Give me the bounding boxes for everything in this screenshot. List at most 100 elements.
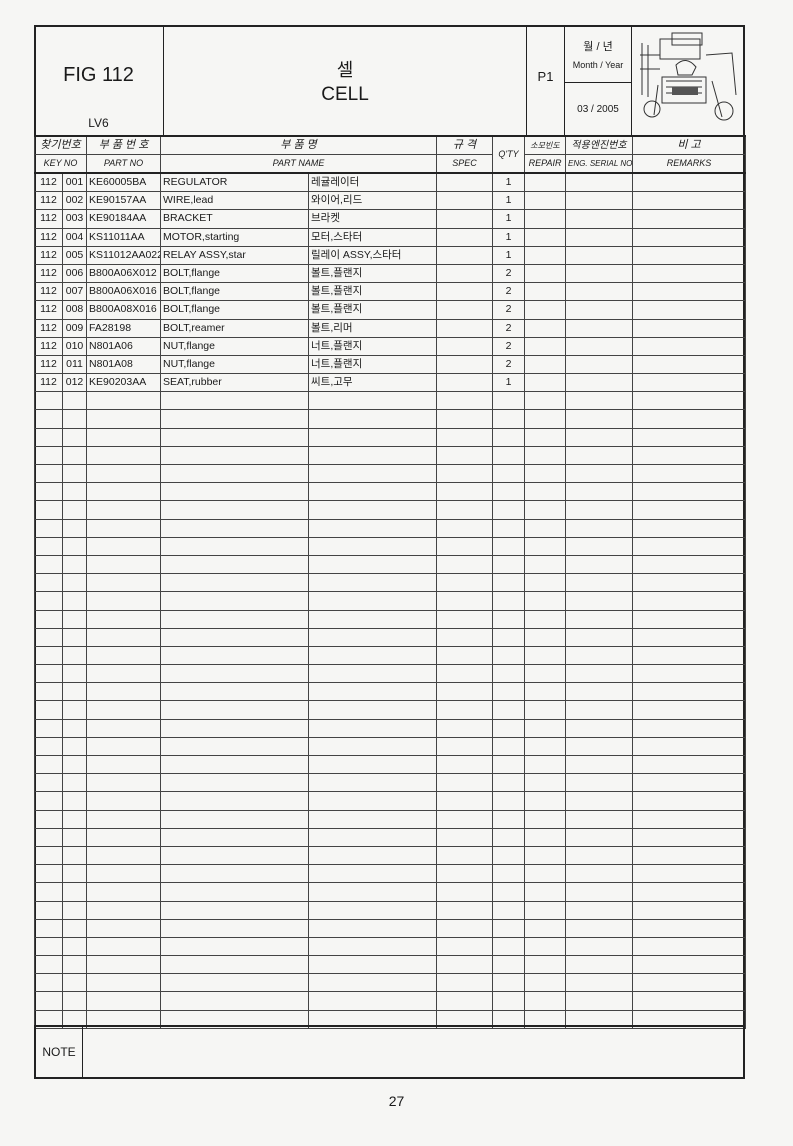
col-part-name-kr: 부 품 명 [160, 135, 438, 155]
cell-fig-no [34, 609, 63, 629]
cell-remarks [632, 427, 747, 447]
table-row: 112 005 KS11012AA022 RELAY ASSY,star 릴레이 ASS… [34, 245, 747, 265]
page-number: 27 [388, 1093, 405, 1109]
cell-key-no [61, 936, 88, 957]
cell-remarks [632, 336, 747, 356]
col-key-no-kr: 찾기번호 [33, 135, 88, 155]
empty-table-row [34, 773, 747, 793]
cell-eng-serial-no [565, 282, 634, 302]
cell-eng-serial-no [565, 864, 634, 884]
cell-remarks [632, 591, 747, 611]
cell-key-no [61, 664, 88, 684]
empty-table-row [34, 736, 747, 757]
cell-repair [524, 773, 567, 793]
cell-spec [436, 991, 494, 1011]
cell-spec [436, 573, 494, 593]
col-serial-kr: 적용엔진번호 [565, 135, 634, 155]
cell-part-name [160, 736, 310, 757]
cell-remarks [632, 172, 747, 193]
cell-spec [436, 864, 494, 884]
cell-part-no [86, 427, 162, 447]
cell-spec [436, 500, 494, 520]
cell-part-name: BRACKET [160, 209, 310, 229]
cell-qty [492, 754, 526, 775]
cell-part-no [86, 609, 162, 629]
cell-key-no [61, 991, 88, 1011]
cell-spec [436, 482, 494, 502]
cell-spec [436, 227, 494, 247]
cell-part-no [86, 682, 162, 702]
cell-remarks [632, 936, 747, 957]
empty-table-row [34, 627, 747, 647]
cell-key-no [61, 809, 88, 829]
empty-table-row [34, 700, 747, 720]
empty-table-row [34, 845, 747, 866]
cell-part-name-korean [308, 936, 438, 957]
cell-fig-no [34, 736, 63, 757]
cell-part-name-korean: 모터,스타터 [308, 227, 438, 247]
cell-part-no [86, 882, 162, 902]
cell-fig-no [34, 973, 63, 993]
cell-qty [492, 718, 526, 738]
cell-remarks [632, 845, 747, 866]
empty-table-row [34, 936, 747, 957]
empty-table-row [34, 391, 747, 411]
cell-part-name-korean [308, 463, 438, 484]
empty-table-row [34, 609, 747, 629]
empty-table-row [34, 518, 747, 538]
cell-spec [436, 336, 494, 356]
cell-eng-serial-no [565, 354, 634, 375]
cell-part-name [160, 973, 310, 993]
cell-part-name-korean [308, 645, 438, 666]
cell-repair [524, 736, 567, 757]
empty-table-row [34, 445, 747, 466]
cell-eng-serial-no [565, 172, 634, 193]
cell-qty: 1 [492, 245, 526, 265]
cell-remarks [632, 191, 747, 211]
cell-part-name [160, 609, 310, 629]
cell-spec [436, 936, 494, 957]
cell-eng-serial-no [565, 809, 634, 829]
cell-part-name-korean: 볼트,플랜지 [308, 300, 438, 320]
cell-part-name [160, 391, 310, 411]
cell-qty [492, 736, 526, 757]
cell-part-name [160, 882, 310, 902]
cell-part-name-korean [308, 864, 438, 884]
cell-qty: 1 [492, 209, 526, 229]
cell-repair [524, 609, 567, 629]
cell-spec [436, 736, 494, 757]
col-remarks: REMARKS [632, 154, 747, 174]
empty-table-row [34, 1009, 747, 1029]
cell-spec [436, 373, 494, 393]
cell-key-no [61, 682, 88, 702]
cell-part-no: KS11011AA [86, 227, 162, 247]
title-english: CELL [321, 83, 369, 105]
cell-part-name-korean [308, 482, 438, 502]
cell-part-name-korean: 씨트,고무 [308, 373, 438, 393]
column-header-row: KEY NO PART NO PART NAME SPEC REPAIR ENG… [33, 154, 747, 174]
cell-fig-no [34, 845, 63, 866]
cell-remarks [632, 682, 747, 702]
cell-part-name-korean: 볼트,플랜지 [308, 263, 438, 284]
cell-spec [436, 918, 494, 938]
cell-qty [492, 591, 526, 611]
cell-key-no [61, 609, 88, 629]
cell-part-name-korean [308, 791, 438, 811]
cell-repair [524, 463, 567, 484]
cell-part-name [160, 536, 310, 556]
empty-table-row [34, 955, 747, 975]
cell-part-name-korean: 볼트,플랜지 [308, 282, 438, 302]
cell-remarks [632, 227, 747, 247]
cell-repair [524, 300, 567, 320]
cell-qty [492, 445, 526, 466]
cell-eng-serial-no [565, 300, 634, 320]
cell-spec [436, 609, 494, 629]
cell-qty [492, 518, 526, 538]
cell-eng-serial-no [565, 409, 634, 429]
figure-number: FIG 112 [63, 64, 134, 86]
cell-spec [436, 955, 494, 975]
cell-remarks [632, 991, 747, 1011]
cell-key-no: 004 [61, 227, 88, 247]
cell-part-name: SEAT,rubber [160, 373, 310, 393]
cell-repair [524, 427, 567, 447]
